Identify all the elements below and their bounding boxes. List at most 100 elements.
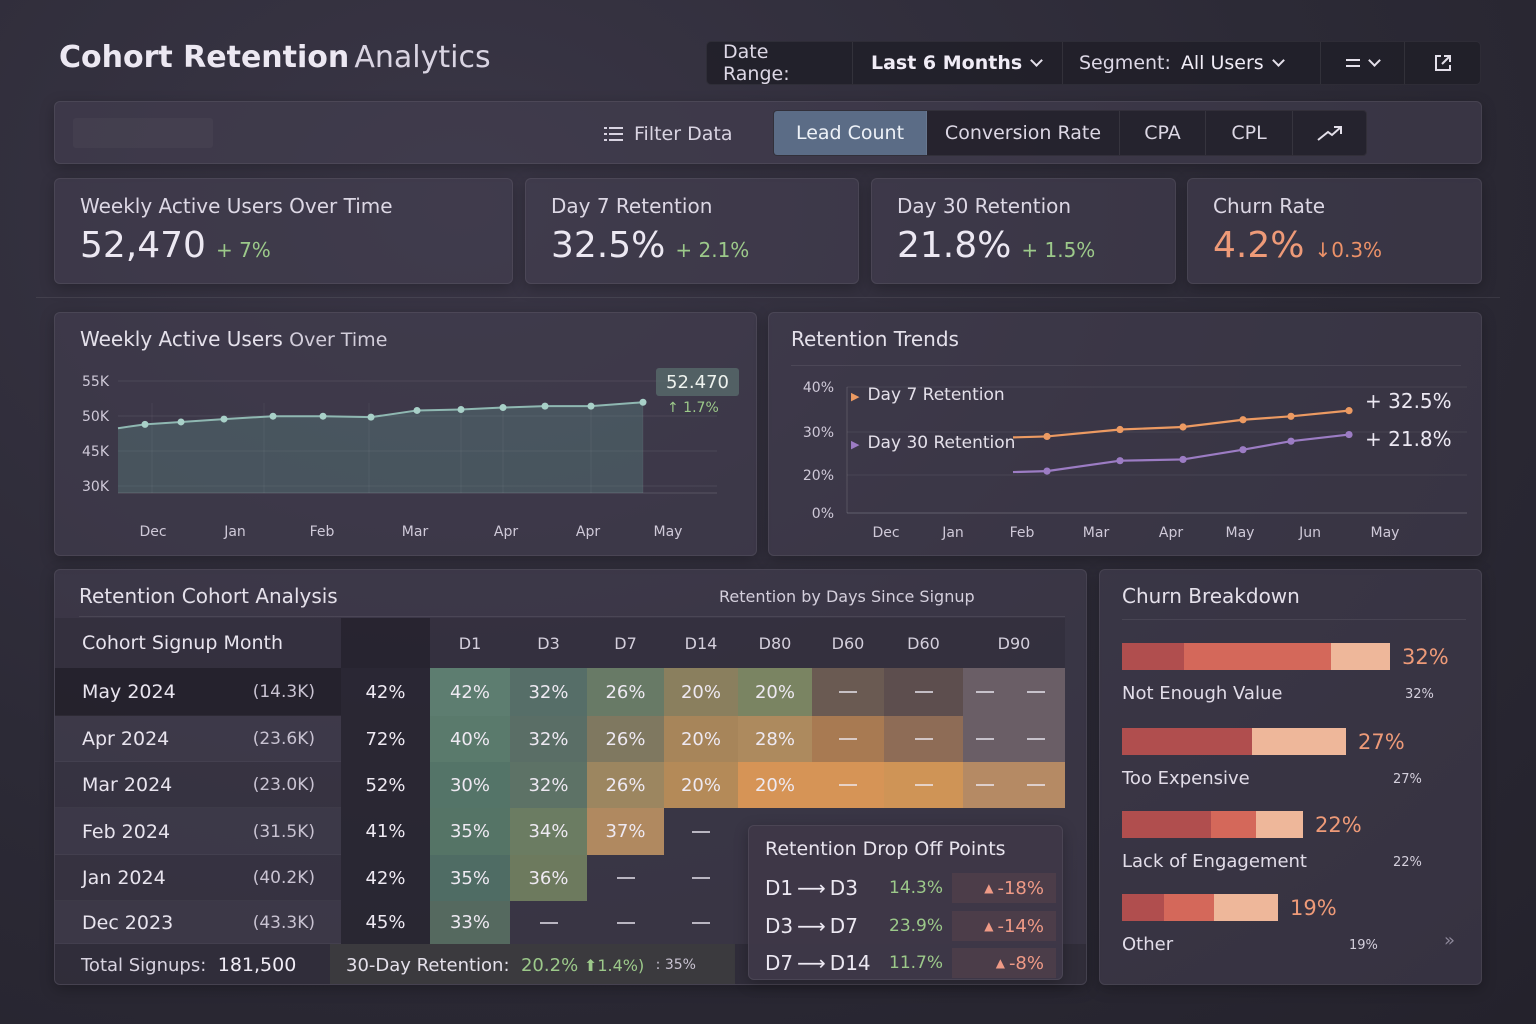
- tab-cpa[interactable]: CPA: [1120, 111, 1206, 155]
- segment-label: Segment:: [1079, 52, 1171, 74]
- kpi-delta: ↓0.3%: [1314, 238, 1383, 262]
- churn-small-pct: 27%: [1393, 772, 1422, 787]
- x-tick-label: Jan: [941, 525, 964, 541]
- x-tick-label: Dec: [872, 525, 899, 541]
- dropoff-pct: 23.9%: [889, 916, 944, 936]
- kpi-value: 4.2% ↓0.3%: [1213, 225, 1383, 266]
- dropoff-row: D1 ⟶ D3 14.3% ▲ -18%: [749, 871, 1059, 905]
- title-divider: [791, 365, 1461, 366]
- segment-dropdown[interactable]: Segment: All Users: [1063, 42, 1321, 84]
- table-row: [55, 668, 341, 716]
- cohort-size: (23.0K): [252, 775, 315, 795]
- tab-cpl[interactable]: CPL: [1206, 111, 1293, 155]
- lines-icon: [1346, 59, 1360, 67]
- dropoff-pct: 11.7%: [889, 953, 944, 973]
- dash-icon: —: [616, 921, 635, 924]
- dash-icon: —: [839, 784, 857, 786]
- churn-pct: 19%: [1290, 896, 1337, 920]
- cohort-size: (23.6K): [252, 729, 315, 749]
- legend-item-day7: ▶ Day 7 Retention: [851, 385, 1005, 405]
- tab-lead-count[interactable]: Lead Count: [774, 111, 927, 155]
- column-header-d7: D7: [614, 633, 637, 653]
- x-tick-label: Jan: [223, 524, 246, 540]
- data-point: [269, 412, 277, 420]
- retention-cell: 30%: [430, 762, 510, 808]
- kpi-value: 21.8% + 1.5%: [897, 225, 1096, 266]
- churn-bar: [1122, 894, 1278, 921]
- arrow-right-icon: ⟶: [797, 951, 826, 975]
- dash-icon: —: [1027, 784, 1045, 786]
- table-row: [55, 808, 341, 855]
- chevron-down-icon: [1271, 54, 1285, 67]
- dash-icon: —: [839, 691, 857, 693]
- cohort-base-pct: 42%: [365, 867, 406, 889]
- trend-up-icon: [1316, 126, 1342, 141]
- dropoff-pct: 14.3%: [889, 878, 944, 898]
- cohort-month: Jan 2024: [82, 867, 166, 889]
- wau-chart: 55K 50K 45K 30K Dec Jan Feb Mar Apr Apr May: [82, 374, 717, 540]
- retention-trends-panel: Retention Trends 40% 30% 20% 0% Dec Jan Feb Mar…: [768, 312, 1482, 556]
- page-title: Cohort Retention Analytics: [59, 40, 491, 75]
- retention-cell: 20%: [664, 668, 738, 716]
- x-tick-label: Dec: [139, 524, 166, 540]
- churn-bar-segment: [1122, 811, 1211, 838]
- wau-chart-title: Weekly Active Users Over Time: [80, 327, 388, 351]
- retention-cell: 28%: [738, 716, 812, 762]
- retention-cell: —: [963, 668, 1007, 716]
- churn-pct: 22%: [1315, 813, 1362, 837]
- y-tick-label: 40%: [803, 380, 834, 396]
- data-point: [639, 398, 647, 406]
- dropoff-change: ▲ -8%: [952, 948, 1056, 978]
- page-title-bold: Cohort Retention: [59, 40, 350, 75]
- kpi-label: Day 30 Retention: [897, 194, 1072, 218]
- churn-bar-segment: [1122, 643, 1184, 670]
- filter-data-button[interactable]: Filter Data: [604, 120, 732, 148]
- export-button[interactable]: [1405, 42, 1480, 84]
- retention-cell: —: [963, 762, 1007, 808]
- toolbar: Filter Data Lead Count Conversion Rate C…: [54, 101, 1482, 164]
- retention-cell: 36%: [510, 855, 587, 901]
- section-divider: [36, 297, 1500, 298]
- y-tick-label: 30K: [82, 479, 110, 495]
- retention-cell: 35%: [430, 808, 510, 855]
- date-range-dropdown[interactable]: Last 6 Months: [853, 42, 1063, 84]
- y-tick-label: 0%: [812, 506, 834, 522]
- tab-conversion-rate[interactable]: Conversion Rate: [927, 111, 1120, 155]
- column-header-d90: D90: [997, 633, 1031, 653]
- data-point: [1239, 416, 1247, 424]
- arrow-right-icon: ⟶: [797, 914, 826, 938]
- cohort-size: (14.3K): [252, 682, 315, 702]
- column-header-cohort: Cohort Signup Month: [82, 632, 283, 654]
- trend-toggle-button[interactable]: [1293, 111, 1366, 155]
- arrow-right-icon: ⟶: [797, 876, 826, 900]
- list-filter-icon: [604, 127, 623, 141]
- retention-cell: 20%: [738, 762, 812, 808]
- retention-cell: —: [884, 716, 963, 762]
- retention-cell: —: [812, 716, 884, 762]
- cohort-title: Retention Cohort Analysis: [79, 584, 338, 608]
- retention-cell: 26%: [587, 716, 664, 762]
- column-header-d60: D60: [831, 633, 865, 653]
- triangle-right-icon: ▶: [851, 390, 860, 403]
- title-divider: [1122, 619, 1466, 620]
- triangle-up-icon: ▲: [995, 956, 1005, 970]
- churn-panel: Churn Breakdown 32% Not Enough Value 32% 27…: [1099, 569, 1482, 985]
- arrow-down-icon: ↓: [1314, 238, 1332, 262]
- wau-callout-value: 52.470: [656, 368, 739, 396]
- title-divider: [79, 616, 1065, 617]
- header-controls: Date Range: Last 6 Months Segment: All U…: [706, 41, 1481, 85]
- cohort-subtitle: Retention by Days Since Signup: [719, 587, 975, 606]
- retention-cell: 20%: [664, 716, 738, 762]
- churn-bar: [1122, 728, 1346, 755]
- view-options-dropdown[interactable]: [1321, 42, 1405, 84]
- data-point: [1287, 412, 1295, 420]
- data-point: [1287, 437, 1295, 445]
- churn-small-pct: 22%: [1393, 855, 1422, 870]
- data-point: [141, 420, 149, 428]
- dropoff-row: D7 ⟶ D14 11.7% ▲ -8%: [749, 946, 1059, 980]
- dash-icon: —: [692, 921, 710, 924]
- data-point: [1179, 423, 1187, 431]
- double-chevron-right-icon[interactable]: »: [1444, 930, 1456, 951]
- retention-cell: —: [664, 855, 738, 901]
- retention-cell: 35%: [430, 855, 510, 901]
